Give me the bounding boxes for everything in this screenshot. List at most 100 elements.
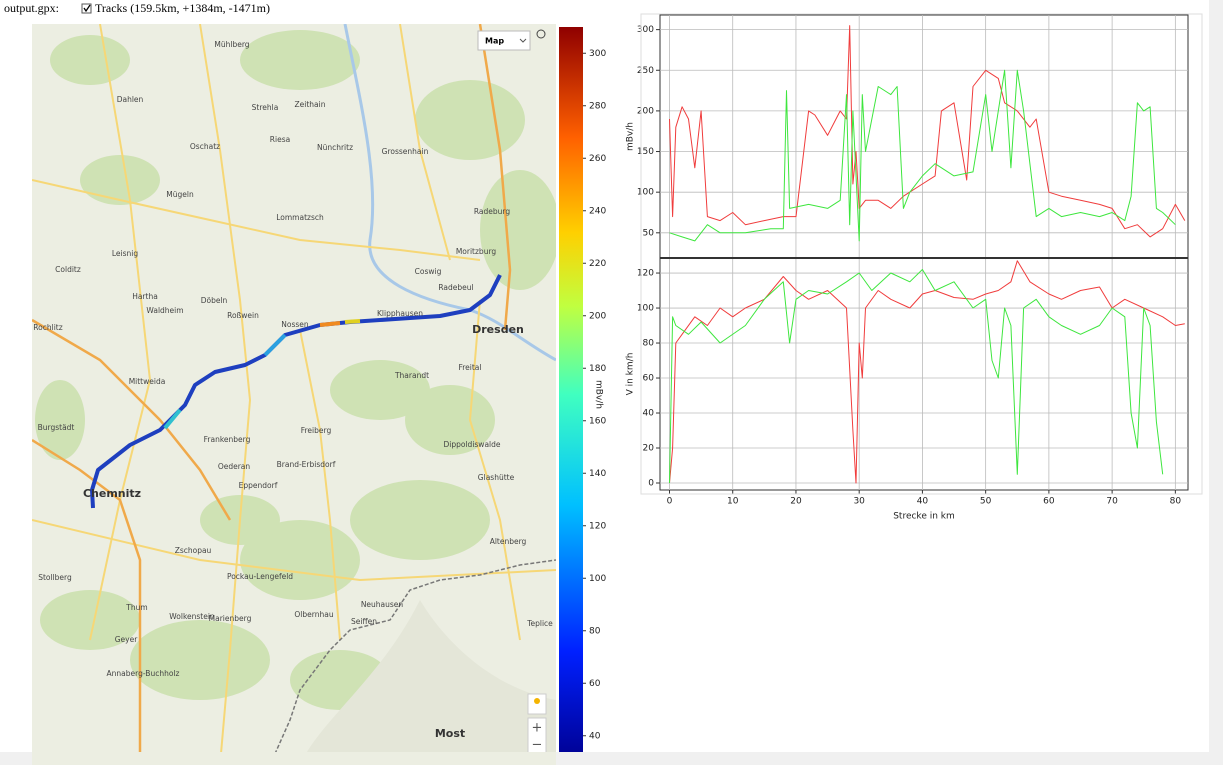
plot-area xyxy=(660,15,1188,258)
gps-track-segment xyxy=(320,323,340,325)
page: output.gpx: Tracks (159.5km, +1384m, -14… xyxy=(0,0,1223,765)
map-label: Teplice xyxy=(526,619,553,628)
map-label: Radeburg xyxy=(474,207,510,216)
map-label: Oederan xyxy=(218,462,251,471)
y-tick-label: 50 xyxy=(643,228,655,238)
map-label: Mühlberg xyxy=(214,40,249,49)
x-axis-label: Strecke in km xyxy=(893,512,955,522)
map-label: Frankenberg xyxy=(204,435,251,444)
map-label: Geyer xyxy=(115,635,138,644)
y-tick-label: 0 xyxy=(648,479,654,489)
map-label: Dippoldiswalde xyxy=(444,440,501,449)
colorbar-tick-label: 240 xyxy=(589,206,606,216)
map-label: Burgstädt xyxy=(38,423,75,432)
map-label: Waldheim xyxy=(146,306,183,315)
colorbar-tick-label: 200 xyxy=(589,311,606,321)
map-label: Wolkenstein xyxy=(169,612,215,621)
map-label: Coswig xyxy=(415,267,442,276)
map-label: Olbernhau xyxy=(294,610,333,619)
colorbar-tick-label: 300 xyxy=(589,49,606,59)
colorbar-tick-label: 80 xyxy=(589,626,601,636)
y-tick-label: 100 xyxy=(637,304,654,314)
map-label: Zschopau xyxy=(175,546,212,555)
y-tick-label: 200 xyxy=(637,106,654,116)
map-label: Nossen xyxy=(281,320,309,329)
gps-track-segment xyxy=(345,321,360,322)
y-tick-label: 100 xyxy=(637,188,654,198)
track-label: Tracks (159.5km, +1384m, -1471m) xyxy=(95,1,270,15)
map-label: Mügeln xyxy=(166,190,194,199)
colorbar-tick-label: 260 xyxy=(589,154,606,164)
colorbar-tick-label: 120 xyxy=(589,521,606,531)
zoom-in[interactable]: + xyxy=(532,721,543,736)
map-label: Marienberg xyxy=(209,614,252,623)
map-label: Eppendorf xyxy=(239,481,278,490)
y-tick-label: 80 xyxy=(643,339,655,349)
map-label: Dahlen xyxy=(117,95,144,104)
map-label: Grossenhain xyxy=(382,147,429,156)
map-label: Moritzburg xyxy=(456,247,497,256)
map-bottom xyxy=(32,752,556,765)
map-label: Döbeln xyxy=(201,296,228,305)
map-label: Tharandt xyxy=(394,371,429,380)
x-tick-label: 10 xyxy=(727,497,739,507)
y-tick-label: 20 xyxy=(643,444,655,454)
map-label: Pockau-Lengefeld xyxy=(227,572,293,581)
vertical-scrollbar[interactable] xyxy=(1209,0,1223,752)
y-tick-label: 60 xyxy=(643,374,655,384)
map-label: Lommatzsch xyxy=(276,213,324,222)
map-label: Altenberg xyxy=(490,537,527,546)
y-tick-label: 120 xyxy=(637,269,654,279)
map-label: Klipphausen xyxy=(377,309,423,318)
map-label: Thum xyxy=(125,603,147,612)
map-label: Freiberg xyxy=(301,426,332,435)
y-tick-label: 250 xyxy=(637,66,654,76)
map-label: Annaberg-Buchholz xyxy=(107,669,180,678)
map-label: Nünchritz xyxy=(317,143,353,152)
map-label: Hartha xyxy=(132,292,158,301)
map-label: Mittweida xyxy=(129,377,166,386)
x-tick-label: 60 xyxy=(1043,497,1055,507)
y-tick-label: 40 xyxy=(643,409,655,419)
x-tick-label: 30 xyxy=(853,497,865,507)
map-label: Zeithain xyxy=(295,100,326,109)
map-label: Riesa xyxy=(270,135,290,144)
plot-area xyxy=(660,258,1188,490)
y-axis-label: mBv/h xyxy=(626,122,636,151)
zoom-out[interactable]: − xyxy=(532,738,543,753)
map-label: Leisnig xyxy=(112,249,138,258)
charts: 406080100120140160180200220240260280300m… xyxy=(559,14,1202,762)
map-label: Freital xyxy=(458,363,481,372)
colorbar-label: mBv/h xyxy=(594,380,604,409)
colorbar-tick-label: 140 xyxy=(589,469,606,479)
colorbar-tick-label: 100 xyxy=(589,574,606,584)
map-label: Stollberg xyxy=(38,573,72,582)
file-label: output.gpx: xyxy=(4,1,59,15)
x-tick-label: 70 xyxy=(1106,497,1118,507)
colorbar-tick-label: 160 xyxy=(589,416,606,426)
map-label: Dresden xyxy=(472,323,524,336)
colorbar-tick-label: 180 xyxy=(589,364,606,374)
map-label: Rochlitz xyxy=(33,323,62,332)
y-tick-label: 300 xyxy=(637,25,654,35)
map-label: Radebeul xyxy=(438,283,473,292)
colorbar xyxy=(559,27,583,762)
map-label: Roßwein xyxy=(227,311,259,320)
map-label: Glashütte xyxy=(478,473,515,482)
y-axis-label: V in km/h xyxy=(626,353,636,396)
pegman xyxy=(534,698,540,704)
map-label: Colditz xyxy=(55,265,81,274)
map-label: Oschatz xyxy=(190,142,220,151)
map-label: Chemnitz xyxy=(83,487,141,500)
colorbar-tick-label: 40 xyxy=(589,731,601,741)
x-tick-label: 40 xyxy=(917,497,929,507)
map[interactable]: MühlbergRiesaZeithainStrehlaOschatzGross… xyxy=(32,24,560,765)
map-type-label: Map xyxy=(485,37,504,46)
x-tick-label: 50 xyxy=(980,497,992,507)
x-tick-label: 20 xyxy=(790,497,802,507)
colorbar-tick-label: 280 xyxy=(589,101,606,111)
colorbar-tick-label: 220 xyxy=(589,259,606,269)
map-label: Most xyxy=(435,727,465,740)
map-label: Brand-Erbisdorf xyxy=(277,460,336,469)
y-tick-label: 150 xyxy=(637,147,654,157)
